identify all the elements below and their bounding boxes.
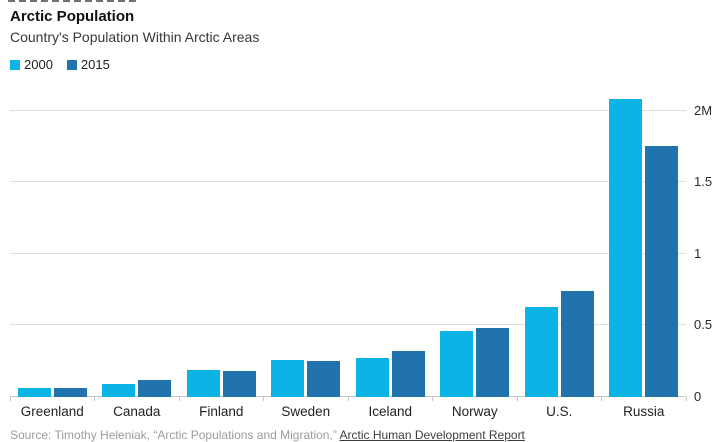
bar-group-iceland [348,89,433,397]
legend-item-2000: 2000 [10,57,53,72]
y-axis-label: 0 [694,389,702,404]
x-axis-label-greenland: Greenland [20,404,84,419]
bar-iceland-2000 [355,358,389,397]
legend-swatch-2015 [66,59,77,70]
bar-group-norway [433,89,518,397]
x-axis-labels: Greenland Canada Finland Sweden Iceland Norwa… [10,404,686,419]
x-axis-tick [432,397,433,401]
bar-us-2000 [524,306,558,397]
x-axis-tick [685,397,687,401]
x-axis-label-canada: Canada [113,404,161,419]
bar-russia-2015 [645,146,679,397]
x-axis-tick [516,397,518,401]
legend-item-2015: 2015 [66,57,110,72]
x-axis-label-us: U.S. [546,404,573,419]
bar-russia-2000 [609,99,643,397]
source-link[interactable]: Arctic Human Development Report [339,428,525,442]
x-axis-tick [94,397,95,401]
bar-group-greenland [10,89,95,397]
x-axis-tick [601,397,602,401]
bar-groups [10,89,686,397]
y-axis-label: 1.5 [694,174,713,190]
legend-label: 2000 [24,57,53,72]
bar-canada-2015 [138,379,172,397]
x-axis-label-russia: Russia [623,404,665,419]
bar-canada-2000 [102,384,136,397]
legend-label: 2015 [80,57,110,72]
bar-iceland-2015 [391,351,425,397]
bar-chart: 0 0.5 1 1.5 2M Greenland Canada Finland Sweden I… [9,89,717,419]
plot-area: 0 0.5 1 1.5 2M [9,89,712,404]
x-axis-baseline [10,396,686,397]
bar-sweden-2000 [271,359,305,397]
x-axis-tick [347,397,349,401]
x-axis-tick [9,397,11,401]
cropped-text-artifact [8,0,140,2]
x-axis-label-norway: Norway [451,404,498,419]
gridline [10,324,686,326]
bar-norway-2000 [440,331,474,397]
source-text: Source: Timothy Heleniak, “Arctic Popula… [10,428,340,442]
source-line: Source: Timothy Heleniak, “Arctic Popula… [10,428,717,442]
bar-group-russia [602,89,687,397]
x-axis-label-sweden: Sweden [281,404,331,419]
x-axis-tick [263,397,264,401]
bar-finland-2015 [222,371,256,397]
y-axis-label: 1 [694,245,702,261]
bar-us-2015 [560,291,594,397]
bar-sweden-2015 [307,361,341,397]
bar-group-sweden [264,89,349,397]
bar-greenland-2000 [17,388,51,397]
chart-subtitle: Country's Population Within Arctic Areas [10,29,260,45]
gridline [10,252,686,254]
x-axis-label-iceland: Iceland [368,404,413,419]
gridline [10,109,686,111]
legend: 2000 2015 [10,57,717,72]
bar-group-canada [95,89,180,397]
y-axis-label: 0.5 [694,317,713,333]
bar-group-finland [179,89,264,397]
chart-title: Arctic Population [10,8,135,25]
x-axis-tick [178,397,180,401]
x-axis-label-finland: Finland [199,404,244,419]
gridline [10,181,686,183]
bar-norway-2015 [476,328,510,397]
y-axis-label: 2M [694,102,713,118]
legend-swatch-2000 [10,59,20,70]
bar-finland-2000 [186,369,220,397]
bar-greenland-2015 [53,388,87,397]
bar-group-us [517,89,602,397]
